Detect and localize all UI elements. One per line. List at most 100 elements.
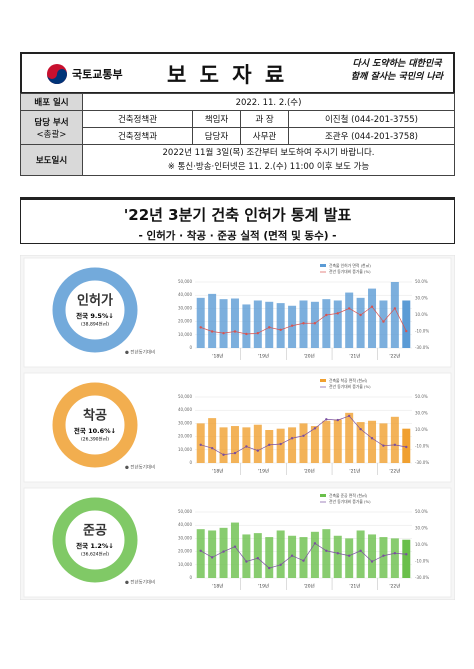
line-point bbox=[393, 443, 397, 447]
line-point bbox=[268, 566, 271, 570]
year-label: '19년 bbox=[258, 468, 269, 475]
legend-label: 전년 동기대비 증가율 (%) bbox=[329, 384, 371, 389]
bar bbox=[356, 422, 365, 463]
y-tick-label: 40,000 bbox=[178, 292, 192, 297]
line-point bbox=[313, 427, 317, 430]
line-point bbox=[290, 554, 294, 557]
bar bbox=[242, 427, 251, 463]
line-point bbox=[256, 331, 260, 335]
bar bbox=[265, 537, 274, 578]
y-tick-label: 10,000 bbox=[178, 562, 192, 567]
line-point bbox=[382, 554, 385, 557]
cell: 2022년 11월 3일(목) 조간부터 보도하여 주시기 바랍니다. ※ 통신·… bbox=[82, 144, 455, 176]
cell: 보도일시 bbox=[20, 144, 83, 176]
bar bbox=[310, 531, 319, 578]
headline-title: '22년 3분기 건축 인허가 통계 발표 bbox=[123, 206, 352, 224]
panel-rate: 전국 10.6%↓ bbox=[74, 426, 116, 435]
bar bbox=[379, 537, 388, 578]
line-point bbox=[245, 445, 248, 448]
bar bbox=[402, 300, 411, 348]
bar bbox=[333, 300, 342, 348]
line-point bbox=[222, 453, 225, 456]
year-label: '21년 bbox=[349, 353, 360, 360]
headline-subtitle: - 인허가 · 착공 · 준공 실적 (면적 및 동수) - bbox=[138, 230, 337, 242]
line-point bbox=[359, 427, 362, 431]
bar bbox=[322, 299, 331, 348]
y-tick-label: 10,000 bbox=[178, 447, 192, 452]
bar bbox=[310, 426, 319, 463]
line-point bbox=[302, 559, 305, 562]
line-point bbox=[359, 313, 362, 317]
line-point bbox=[347, 414, 351, 418]
y2-tick-label: 10.0% bbox=[415, 542, 428, 547]
year-label: '18년 bbox=[212, 468, 223, 475]
line-point bbox=[233, 330, 237, 333]
year-label: '22년 bbox=[389, 353, 400, 360]
line-point bbox=[325, 418, 328, 421]
bar bbox=[219, 427, 228, 463]
donut bbox=[52, 382, 138, 468]
line-point bbox=[370, 437, 374, 440]
year-label: '18년 bbox=[212, 353, 223, 360]
line-point bbox=[233, 451, 237, 455]
y2-tick-label: 30.0% bbox=[415, 296, 428, 301]
legend-label: 전년 동기대비 증가율 (%) bbox=[329, 499, 371, 504]
y2-tick-label: -10.0% bbox=[415, 559, 429, 564]
line-point bbox=[279, 442, 282, 446]
bar bbox=[276, 428, 285, 463]
bar bbox=[253, 533, 262, 578]
panel-note: ● 전년동기대비 bbox=[125, 579, 155, 586]
y-tick-label: 10,000 bbox=[178, 332, 192, 337]
line-point bbox=[347, 307, 351, 310]
y-tick-label: 20,000 bbox=[178, 319, 192, 324]
legend-label: 건축물 착공 면적 (천㎡) bbox=[329, 378, 368, 383]
ministry: 국토교통부 bbox=[72, 68, 123, 81]
line-point bbox=[313, 322, 317, 325]
bar bbox=[196, 423, 205, 463]
line-point bbox=[336, 312, 339, 315]
y-tick-label: 50,000 bbox=[178, 509, 192, 514]
y2-tick-label: -10.0% bbox=[415, 329, 429, 334]
bar bbox=[208, 530, 217, 578]
line-point bbox=[290, 324, 294, 327]
cell: 과 장 bbox=[240, 110, 289, 128]
y-tick-label: 30,000 bbox=[178, 535, 192, 540]
legend-swatch bbox=[320, 379, 326, 382]
line-point bbox=[268, 443, 271, 447]
bar bbox=[265, 301, 274, 348]
bar bbox=[402, 539, 411, 578]
y-tick-label: 0 bbox=[189, 460, 192, 465]
bar bbox=[299, 423, 308, 463]
bar bbox=[242, 534, 251, 578]
y2-tick-label: 30.0% bbox=[415, 526, 428, 531]
year-label: '22년 bbox=[389, 583, 400, 590]
y-tick-label: 40,000 bbox=[178, 407, 192, 412]
panel-rate: 전국 9.5%↓ bbox=[76, 311, 114, 320]
legend-label: 건축물 인허가 면적 (천㎡) bbox=[329, 263, 371, 268]
bar bbox=[345, 538, 354, 578]
bar bbox=[253, 424, 262, 463]
y2-tick-label: 50.0% bbox=[415, 279, 428, 284]
bar bbox=[219, 299, 228, 348]
bar bbox=[390, 282, 399, 348]
info-table: 배포 일시 2022. 11. 2.(수) 담당 부서 <총괄> 건축정책관 책임자 과… bbox=[20, 93, 455, 176]
bar bbox=[276, 530, 285, 578]
y-tick-label: 30,000 bbox=[178, 420, 192, 425]
legend-swatch bbox=[320, 494, 326, 497]
slogan-line: 다시 도약하는 대한민국 bbox=[352, 59, 442, 69]
cell-text: <총괄> bbox=[36, 129, 67, 140]
line-point bbox=[222, 550, 225, 553]
line-point bbox=[325, 313, 328, 317]
cell: 담당 부서 <총괄> bbox=[20, 110, 83, 145]
legend-swatch bbox=[320, 264, 326, 267]
donut bbox=[52, 267, 138, 353]
line-point bbox=[279, 328, 282, 332]
y2-tick-label: -30.0% bbox=[415, 345, 429, 350]
cell: 건축정책관 bbox=[82, 110, 193, 128]
y-tick-label: 0 bbox=[189, 345, 192, 350]
donut bbox=[52, 497, 138, 583]
cell: 2022. 11. 2.(수) bbox=[82, 93, 455, 111]
cell: 담당자 bbox=[192, 127, 241, 145]
donut-inner bbox=[66, 396, 124, 454]
bar bbox=[288, 427, 297, 463]
